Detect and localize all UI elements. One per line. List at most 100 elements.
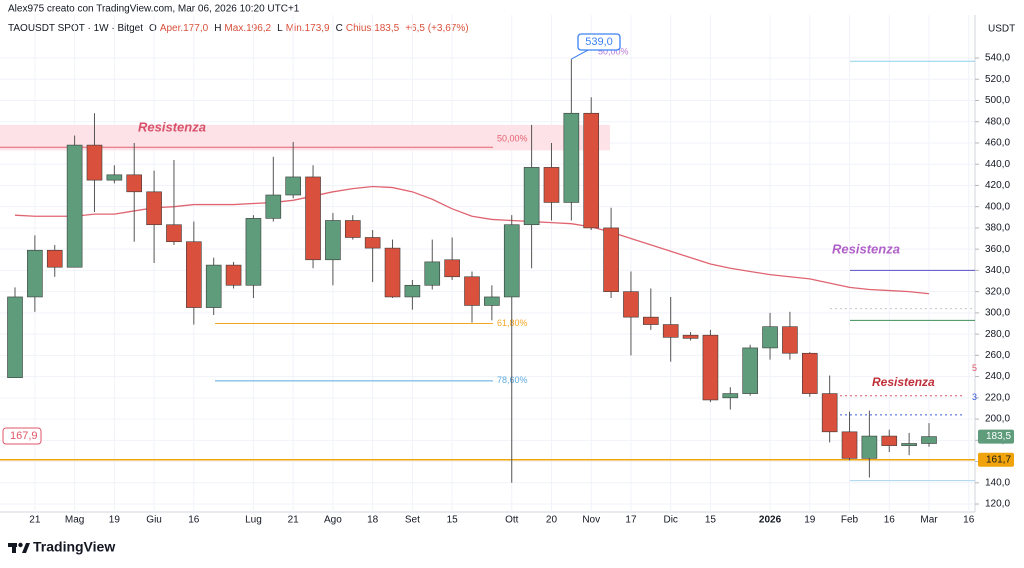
candle-body <box>245 218 262 286</box>
candle-body <box>702 334 719 401</box>
candle-body <box>265 194 282 219</box>
moving-average <box>14 185 930 295</box>
candle-body <box>503 224 520 298</box>
annotation: Resistenza <box>832 241 900 256</box>
candle-body <box>384 247 401 298</box>
price-callout-label: 539,0 <box>585 36 613 48</box>
y-tick-label: 140,0 <box>985 477 1010 488</box>
x-tick-label: 21 <box>29 515 41 526</box>
candle-body <box>762 326 778 349</box>
x-tick-label: Dic <box>663 515 677 526</box>
candle-body <box>325 220 341 261</box>
y-tick-label: 320,0 <box>985 286 1010 297</box>
y-tick-label: 480,0 <box>985 116 1010 127</box>
x-tick-label: Set <box>405 515 420 526</box>
candle-body <box>881 435 898 446</box>
x-tick-label: 2026 <box>759 515 782 526</box>
candle-body <box>921 436 937 444</box>
price-tag-box <box>2 427 42 445</box>
candle-body <box>643 316 659 325</box>
candle-body <box>801 352 818 394</box>
x-tick-label: Giu <box>146 515 162 526</box>
price-tag-label: 161,7 <box>986 454 1011 465</box>
axis-unit: USDT <box>988 24 1015 35</box>
candle-body <box>285 176 301 196</box>
legend-item: Min.173,9 <box>286 23 330 34</box>
x-tick-label: 20 <box>546 515 558 526</box>
legend-item: Max.196,2 <box>224 23 271 34</box>
candle-body <box>682 334 699 339</box>
brand: TradingView <box>33 539 115 555</box>
candle-body <box>563 112 580 203</box>
legend-item: O <box>149 23 157 34</box>
candle-body <box>46 249 63 268</box>
y-tick-label: 420,0 <box>985 180 1010 191</box>
x-tick-label: 19 <box>109 515 121 526</box>
credit: Alex975 creato con TradingView.com, Mar … <box>8 4 300 15</box>
candle-body <box>166 224 182 243</box>
price-tag <box>978 429 1014 444</box>
y-tick-label: 300,0 <box>985 308 1010 319</box>
x-tick-label: Nov <box>582 515 600 526</box>
candle-body <box>404 284 421 298</box>
legend-item: +6,5 (+3,67%) <box>405 23 468 34</box>
price-tag <box>978 452 1014 467</box>
y-tick-label: 340,0 <box>985 265 1010 276</box>
candle-body <box>464 276 480 306</box>
candle-body <box>603 227 619 292</box>
x-tick-label: 17 <box>625 515 637 526</box>
level-label: 3 <box>972 392 977 402</box>
candle-body <box>484 296 500 306</box>
level-label: 61,80% <box>497 318 528 328</box>
annotation: Resistenza <box>872 375 935 389</box>
x-tick-label: Lug <box>245 515 262 526</box>
x-tick-label: Mar <box>920 515 938 526</box>
candle-body <box>543 167 560 203</box>
level-label: 78,60% <box>497 375 528 385</box>
candle-body <box>7 296 23 378</box>
x-tick-label: 15 <box>705 515 717 526</box>
candle-body <box>225 264 242 286</box>
annotation: Resistenza <box>138 119 206 134</box>
candle-body <box>444 259 460 278</box>
x-tick-label: Ott <box>505 515 519 526</box>
brand-logo <box>8 542 30 553</box>
y-tick-label: 220,0 <box>985 392 1010 403</box>
candle-body <box>186 241 202 308</box>
candle-body <box>146 191 162 226</box>
y-tick-label: 120,0 <box>985 499 1010 510</box>
y-tick-label: 460,0 <box>985 138 1010 149</box>
x-tick-label: 16 <box>963 515 975 526</box>
candle-body <box>27 249 43 298</box>
annotation: 50,00% <box>598 46 629 56</box>
x-tick-label: Feb <box>841 515 859 526</box>
candle-body <box>662 324 679 338</box>
annotation: 167,9 <box>10 430 38 442</box>
x-tick-label: Mag <box>65 515 84 526</box>
candle-body <box>583 112 600 229</box>
candle-body <box>841 431 858 459</box>
y-tick-label: 260,0 <box>985 350 1010 361</box>
price-callout <box>577 33 621 51</box>
candle-body <box>364 237 381 249</box>
legend-item: TAOUSDT SPOT · 1W · Bitget <box>8 23 143 34</box>
price-tag-label: 183,5 <box>986 431 1011 442</box>
candle-body <box>344 220 361 238</box>
candle-body <box>205 264 222 308</box>
y-tick-label: 520,0 <box>985 74 1010 85</box>
candle-body <box>523 167 540 226</box>
y-tick-label: 400,0 <box>985 201 1010 212</box>
y-tick-label: 380,0 <box>985 223 1010 234</box>
candle-body <box>424 261 441 286</box>
legend-item: L <box>277 23 283 34</box>
candle-body <box>126 174 143 193</box>
candle-body <box>66 144 83 268</box>
candle-body <box>821 393 838 433</box>
x-tick-label: 16 <box>188 515 200 526</box>
y-tick-label: 360,0 <box>985 244 1010 255</box>
x-tick-label: 16 <box>884 515 896 526</box>
y-tick-label: 280,0 <box>985 329 1010 340</box>
y-tick-label: 540,0 <box>985 53 1010 64</box>
y-tick-label: 200,0 <box>985 414 1010 425</box>
